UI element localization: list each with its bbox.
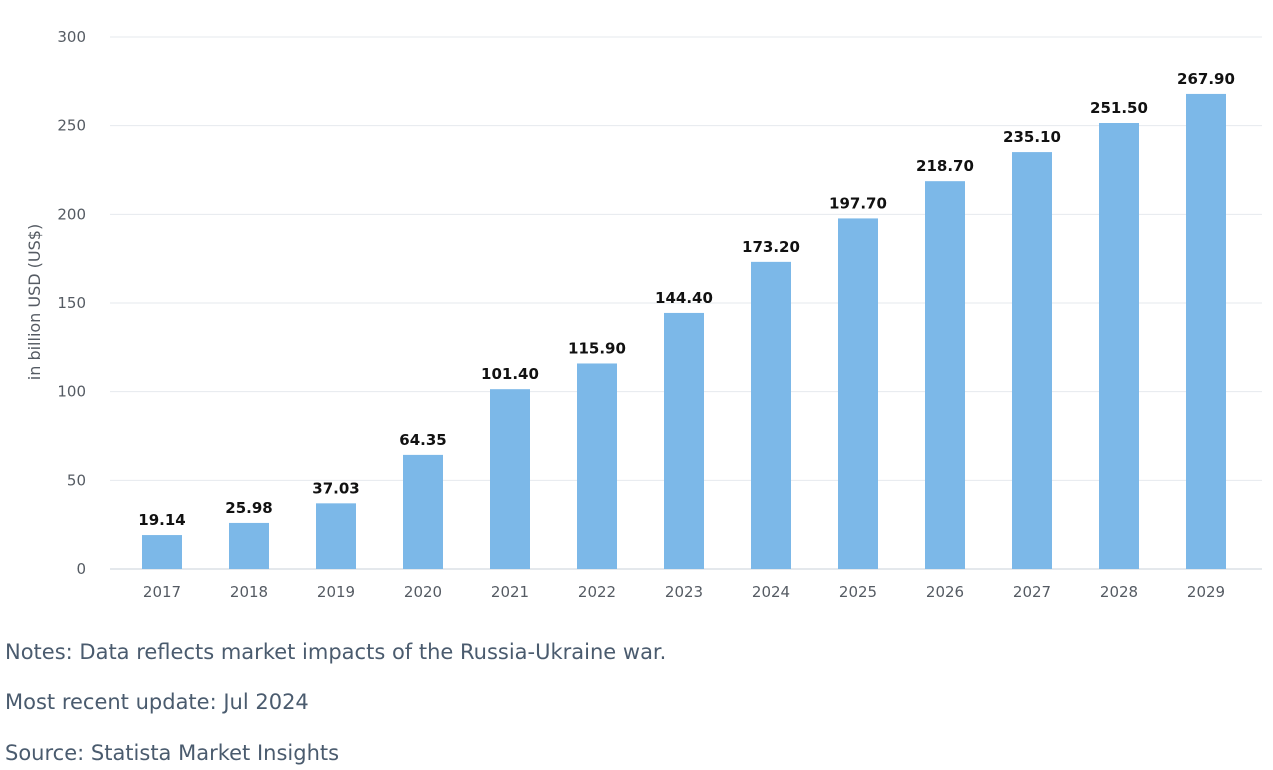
bar-2023[interactable]: [664, 312, 704, 569]
bar-2017[interactable]: [142, 535, 182, 569]
data-label-2026: 218.70: [916, 157, 974, 175]
source-text: Source: Statista Market Insights: [5, 741, 340, 765]
y-tick-label: 300: [57, 28, 86, 46]
data-label-2024: 173.20: [742, 238, 800, 256]
data-label-2019: 37.03: [312, 479, 359, 497]
x-tick-label-2022: 2022: [578, 583, 616, 601]
data-label-2023: 144.40: [655, 289, 713, 307]
y-tick-label: 100: [57, 383, 86, 401]
x-tick-label-2020: 2020: [404, 583, 442, 601]
x-tick-label-2021: 2021: [491, 583, 529, 601]
data-label-2020: 64.35: [399, 431, 446, 449]
y-tick-label: 250: [57, 117, 86, 135]
x-tick-label-2018: 2018: [230, 583, 268, 601]
y-tick-label: 0: [76, 560, 86, 578]
bar-2022[interactable]: [577, 363, 617, 569]
data-label-2018: 25.98: [225, 499, 272, 517]
x-tick-label-2027: 2027: [1013, 583, 1051, 601]
notes-text: Notes: Data reflects market impacts of t…: [5, 640, 667, 664]
data-label-2022: 115.90: [568, 339, 626, 357]
bar-2020[interactable]: [403, 454, 443, 569]
data-label-2027: 235.10: [1003, 128, 1061, 146]
x-tick-label-2025: 2025: [839, 583, 877, 601]
x-tick-label-2019: 2019: [317, 583, 355, 601]
bar-2025[interactable]: [838, 218, 878, 570]
y-tick-label: 150: [57, 294, 86, 312]
x-tick-label-2023: 2023: [665, 583, 703, 601]
bar-2026[interactable]: [925, 181, 965, 569]
bar-2027[interactable]: [1012, 152, 1052, 569]
x-tick-label-2026: 2026: [926, 583, 964, 601]
bar-2018[interactable]: [229, 522, 269, 569]
bar-2024[interactable]: [751, 261, 791, 569]
y-axis-title: in billion USD (US$): [25, 224, 44, 380]
bar-2029[interactable]: [1186, 93, 1226, 569]
y-tick-label: 200: [57, 205, 86, 223]
bars: [142, 93, 1226, 570]
data-labels: 19.14 25.98 37.03 64.35 101.40 115.90 144.40 17…: [138, 70, 1235, 529]
data-label-2021: 101.40: [481, 365, 539, 383]
y-axis-ticks: 0 50 100 150 200 250 300: [57, 28, 86, 578]
update-text: Most recent update: Jul 2024: [5, 690, 309, 714]
bar-2021[interactable]: [490, 389, 530, 569]
x-tick-label-2028: 2028: [1100, 583, 1138, 601]
y-tick-label: 50: [67, 471, 86, 489]
x-axis-ticks: 2017 2018 2019 2020 2021 2022 2023 2024 2025 2026…: [143, 583, 1225, 601]
data-label-2028: 251.50: [1090, 99, 1148, 117]
x-tick-label-2029: 2029: [1187, 583, 1225, 601]
data-label-2017: 19.14: [138, 511, 185, 529]
bar-2019[interactable]: [316, 503, 356, 569]
data-label-2025: 197.70: [829, 194, 887, 212]
bar-2028[interactable]: [1099, 123, 1139, 570]
x-tick-label-2017: 2017: [143, 583, 181, 601]
data-label-2029: 267.90: [1177, 70, 1235, 88]
x-tick-label-2024: 2024: [752, 583, 790, 601]
